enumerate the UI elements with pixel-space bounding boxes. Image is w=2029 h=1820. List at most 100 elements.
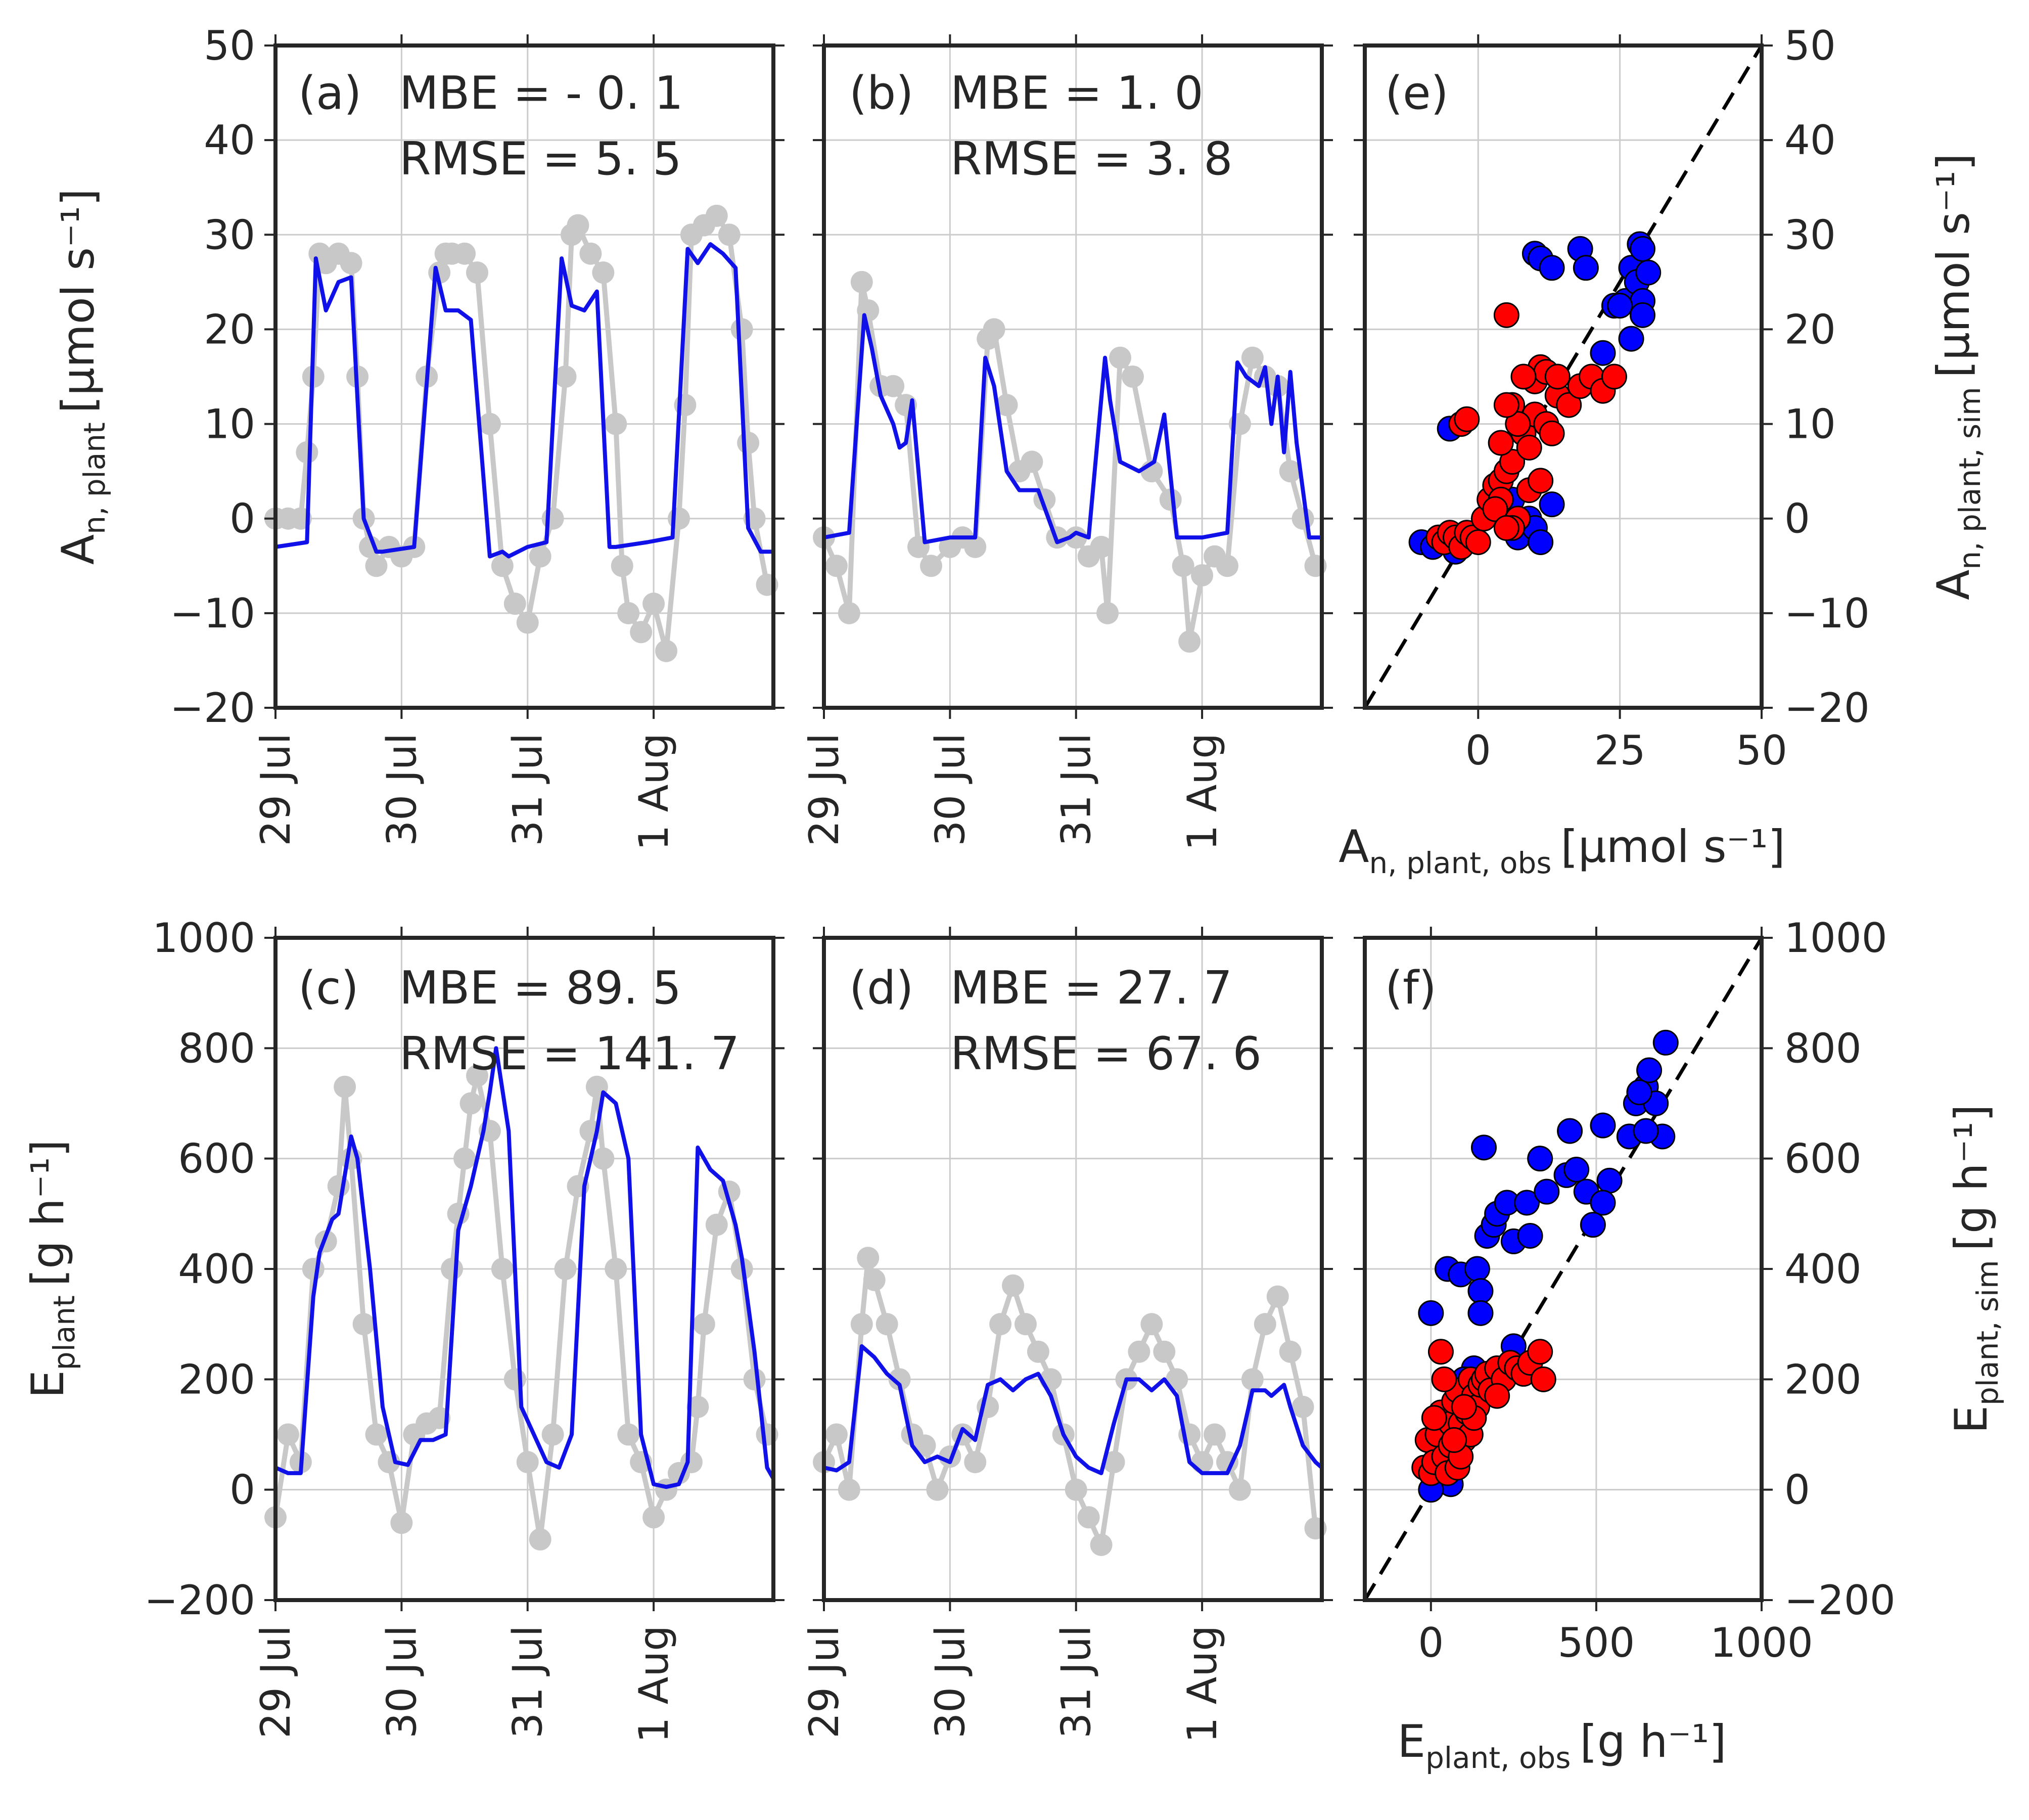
observed-point: [1153, 1340, 1176, 1363]
y-tick-label: 200: [178, 1356, 255, 1403]
y-tick-label: −20: [1784, 685, 1870, 732]
panel-e-label: (e): [1385, 67, 1449, 120]
blue-scatter-point: [1590, 340, 1616, 366]
panel-a-label: (a): [298, 67, 361, 120]
red-scatter-point: [1556, 392, 1582, 418]
observed-point: [453, 1147, 476, 1170]
observed-point: [1109, 346, 1132, 369]
observed-point: [850, 270, 873, 293]
y-tick-label: 40: [204, 117, 255, 164]
x-tick-label: 29 Jul: [252, 733, 299, 846]
red-scatter-point: [1516, 434, 1542, 461]
red-scatter-point: [1499, 448, 1526, 475]
x-tick-label: 1 Aug: [630, 1625, 677, 1743]
blue-scatter-point: [1467, 1278, 1494, 1304]
y-tick-label: −10: [170, 590, 255, 637]
observed-point: [718, 223, 741, 246]
y-tick-label: 10: [1784, 401, 1836, 448]
y-tick-label: 30: [204, 211, 255, 258]
observed-point: [838, 602, 860, 624]
blue-scatter-point: [1596, 1167, 1623, 1194]
observed-point: [1228, 1478, 1251, 1501]
red-scatter-point: [1493, 392, 1519, 418]
panel-a-frame: [273, 43, 775, 710]
blue-scatter-point: [1573, 255, 1599, 281]
observed-point: [913, 1434, 936, 1457]
observed-point: [617, 1423, 640, 1446]
blue-scatter-point: [1517, 1223, 1543, 1249]
observed-point: [667, 507, 690, 530]
panel-a-mbe: MBE = - 0. 1: [399, 67, 683, 120]
panel-b-rmse: RMSE = 3. 8: [950, 132, 1233, 186]
panel-a: (a) MBE = - 0. 1 RMSE = 5. 5 29 Jul 30 Ju…: [170, 22, 785, 851]
observed-point: [1021, 450, 1043, 473]
y-tick-label: 0: [229, 495, 255, 542]
observed-point: [693, 1313, 715, 1336]
observed-series-line: [275, 212, 770, 652]
x-tick-label: 31 Jul: [1053, 1625, 1100, 1739]
observed-point: [989, 1313, 1012, 1336]
observed-point: [365, 555, 388, 577]
observed-point: [334, 1075, 356, 1098]
red-scatter-point: [1544, 363, 1571, 390]
observed-point: [888, 1368, 911, 1391]
blue-scatter-point: [1528, 529, 1554, 555]
y-axis-label-e-plant: Eplant[g h⁻¹]: [22, 1140, 81, 1398]
panel-c: (c) MBE = 89. 5 RMSE = 141. 7 29 Jul 30 J…: [144, 915, 785, 1743]
blue-scatter-point: [1514, 1190, 1540, 1216]
x-tick-label: 30 Jul: [927, 1625, 974, 1739]
observed-point: [863, 1268, 886, 1291]
y-tick-label: 600: [178, 1135, 255, 1182]
red-scatter-point: [1601, 363, 1627, 390]
red-scatter-point: [1539, 420, 1565, 446]
x-tick-label: 29 Jul: [801, 733, 848, 846]
observed-point: [882, 375, 905, 397]
observed-point: [453, 242, 476, 265]
y-tick-label: −200: [144, 1577, 255, 1624]
y-tick-label: 20: [1784, 306, 1836, 353]
observed-point: [529, 545, 551, 568]
observed-point: [705, 204, 728, 227]
red-scatter-point: [1431, 1366, 1457, 1392]
observed-point: [1254, 1313, 1276, 1336]
observed-point: [730, 318, 753, 341]
panel-c-mbe: MBE = 89. 5: [399, 962, 681, 1015]
observed-point: [365, 1423, 388, 1446]
observed-point: [466, 1064, 488, 1087]
observed-point: [926, 1478, 949, 1501]
simulated-series-line: [823, 1344, 1323, 1475]
observed-point: [579, 242, 602, 265]
blue-scatter-point: [1630, 302, 1655, 328]
y-tick-label: 1000: [1784, 915, 1887, 962]
observed-point: [995, 394, 1018, 417]
x-axis-label-an-plant-obs: An, plant, obs [μmol s⁻¹]: [1339, 821, 1785, 880]
observed-point: [554, 366, 577, 388]
x-tick-label: 0: [1418, 1619, 1444, 1666]
blue-scatter-point: [1539, 255, 1565, 281]
observed-point: [825, 1423, 848, 1446]
observed-point: [983, 318, 1005, 341]
x-tick-label: 50: [1736, 727, 1787, 774]
observed-point: [1090, 1533, 1113, 1556]
observed-point: [743, 1368, 766, 1391]
x-tick-label: 30 Jul: [927, 733, 974, 846]
observed-point: [1065, 526, 1087, 549]
observed-point: [825, 555, 848, 577]
observed-point: [1065, 1478, 1087, 1501]
y-tick-label: 10: [204, 401, 255, 448]
y-tick-label: 400: [1784, 1246, 1862, 1293]
observed-point: [390, 1512, 413, 1534]
panel-e-frame: [1363, 43, 1764, 710]
blue-scatter-point: [1633, 1118, 1659, 1144]
observed-point: [875, 1313, 898, 1336]
observed-point: [1241, 1368, 1264, 1391]
red-scatter-point: [1493, 515, 1519, 541]
simulated-series-line: [823, 313, 1322, 544]
observed-point: [850, 1313, 873, 1336]
x-tick-label: 30 Jul: [378, 1625, 425, 1739]
observed-point: [919, 555, 942, 577]
panel-d-label: (d): [849, 962, 913, 1015]
observed-point: [1279, 1340, 1302, 1363]
observed-point: [1178, 630, 1201, 653]
observed-point: [1102, 1451, 1125, 1474]
